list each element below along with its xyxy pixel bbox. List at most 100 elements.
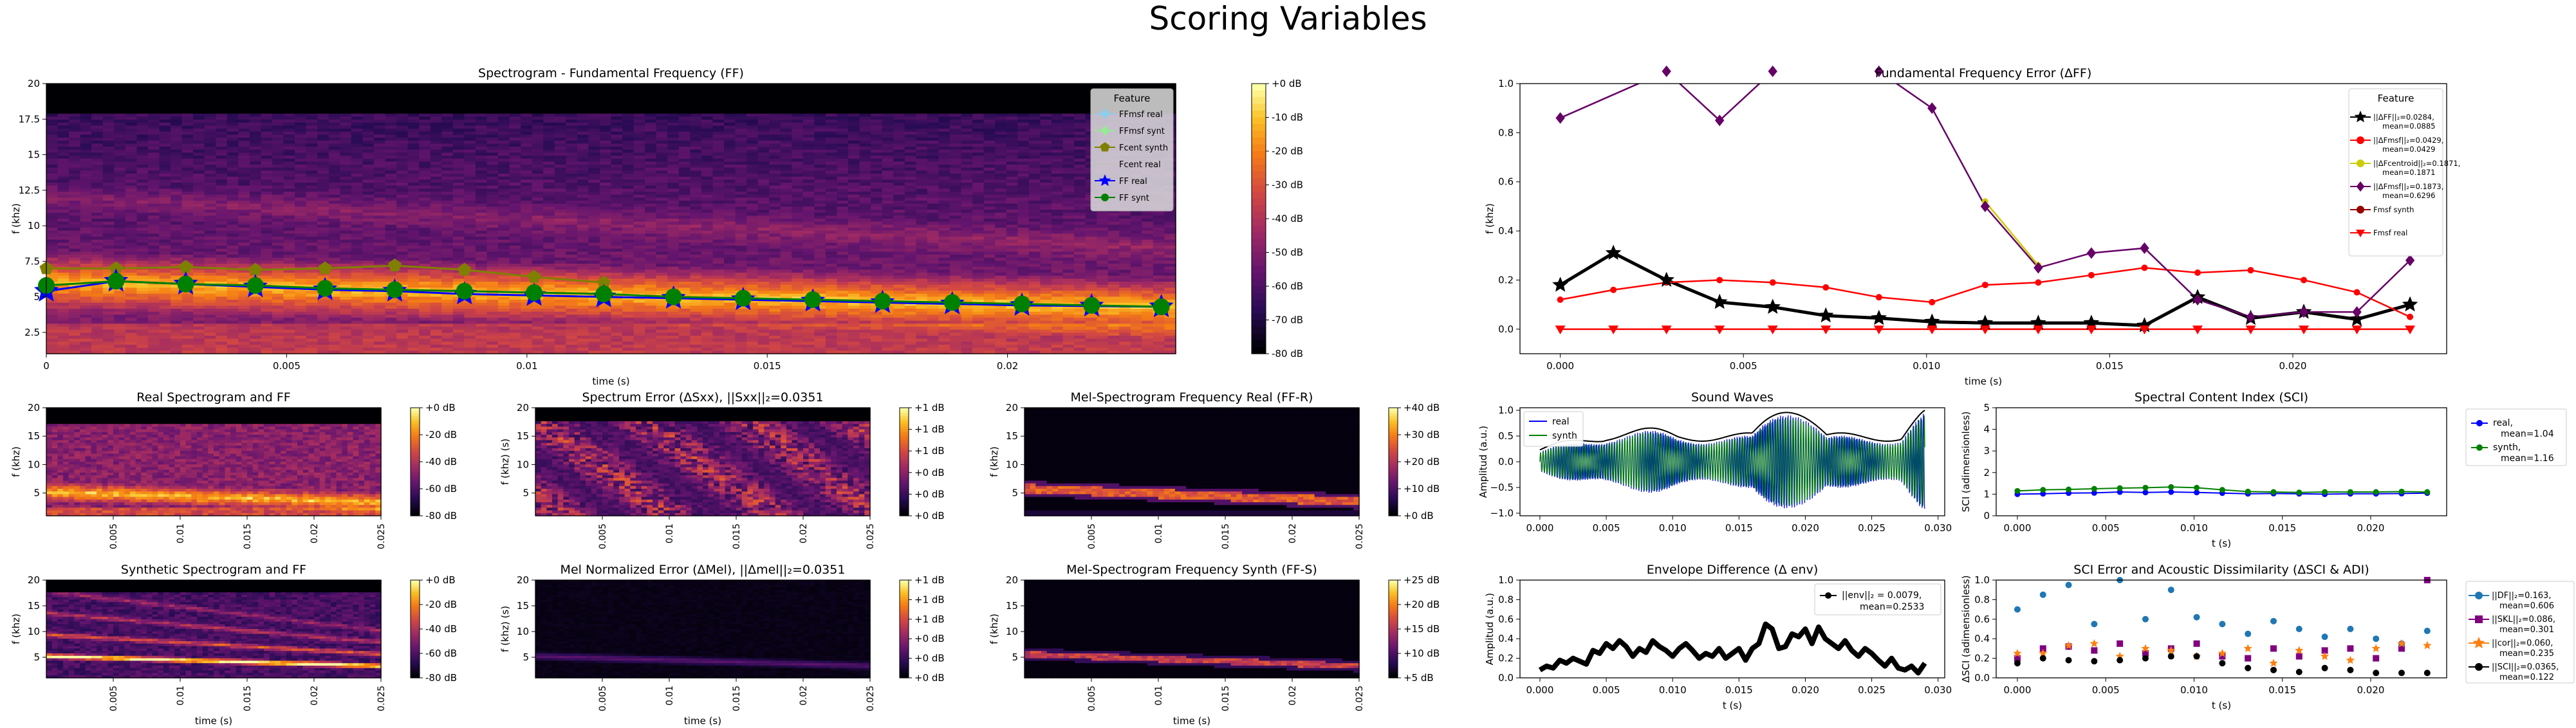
spec_main-cell <box>261 300 273 304</box>
spec_main-cell <box>599 129 612 132</box>
spec_main-cell <box>430 149 442 154</box>
spec_main-cell <box>91 86 104 91</box>
spec_main-cell <box>430 255 442 259</box>
spec_main-cell <box>656 327 668 331</box>
spec_main-cell <box>452 269 465 273</box>
spec_main-cell <box>91 338 104 343</box>
spec_main-cell <box>193 188 205 192</box>
spec_main-cell <box>441 111 454 114</box>
spec_main-cell <box>249 192 262 196</box>
spec_main-cell <box>554 188 566 192</box>
spec_main-cell <box>295 167 307 172</box>
spec_main-cell <box>272 174 284 177</box>
spec_main-cell <box>317 185 329 190</box>
spec_main-cell <box>543 152 555 156</box>
spec_main-cell <box>373 296 386 300</box>
spec_main-cell <box>193 152 205 156</box>
spec_main-cell <box>340 93 352 96</box>
spec_main-cell <box>306 284 318 289</box>
spec_main-cell <box>452 167 465 172</box>
spec_main-cell <box>227 224 239 228</box>
spec_main-cell <box>407 147 420 150</box>
spec_main-cell <box>430 246 442 250</box>
spec_main-cell <box>475 152 488 156</box>
spec_main-cell <box>351 318 364 322</box>
spec_main-cell <box>430 176 442 181</box>
spec_main-cell <box>193 113 205 118</box>
spec_main-cell <box>441 278 454 282</box>
spec_main-cell <box>543 336 555 340</box>
spec_main-cell <box>91 93 104 96</box>
spec_main-cell <box>283 192 295 196</box>
spec_main-cell <box>272 237 284 241</box>
spec_main-cell <box>238 102 250 105</box>
spec_main-cell <box>272 293 284 298</box>
spec_main-cell <box>261 194 273 199</box>
spec_main-cell <box>351 203 364 208</box>
spec_main-cell <box>554 296 566 300</box>
spec_main-cell <box>227 300 239 304</box>
spec_main-cell <box>430 185 442 190</box>
spec_main-cell <box>532 228 544 232</box>
spec_main-cell <box>622 122 635 127</box>
spec_main-cell <box>385 338 397 343</box>
spec_main-cell <box>532 239 544 244</box>
spec_main-cell <box>57 179 69 183</box>
spec_main-cell <box>566 221 578 226</box>
spec_main-cell <box>272 224 284 228</box>
spec_main-cell <box>611 158 623 163</box>
spec_main-cell <box>193 233 205 237</box>
spec_main-cell <box>430 347 442 352</box>
spec_main-cell <box>147 147 160 150</box>
spec_main-cell <box>249 338 262 343</box>
spec_main-cell <box>351 192 364 196</box>
spec_main-cell <box>283 246 295 250</box>
spec_main-cell <box>599 350 612 354</box>
spec_main-cell <box>283 158 295 163</box>
spec_main-cell <box>611 98 623 102</box>
spec_main-cell <box>543 107 555 111</box>
spec_main-cell <box>340 273 352 277</box>
spec_main-cell <box>193 239 205 244</box>
spec_main-cell <box>159 194 171 199</box>
spec_main-cell <box>464 224 476 228</box>
spec_main-cell <box>611 233 623 237</box>
spec_main-cell <box>249 215 262 219</box>
spec_main-cell <box>261 293 273 298</box>
spec_main-cell <box>498 122 510 127</box>
spec_main-cell <box>645 152 657 156</box>
spec_main-cell <box>566 174 578 177</box>
spec_main-cell <box>238 237 250 241</box>
spec_main-cell <box>498 176 510 181</box>
spec_main-cell <box>57 89 69 93</box>
spec_main-cell <box>340 257 352 262</box>
spec_main-cell <box>554 248 566 253</box>
spec_main-cell <box>171 185 183 190</box>
spec_main-cell <box>249 188 262 192</box>
spec_main-cell <box>136 318 149 322</box>
spec_main-cell <box>249 165 262 168</box>
spec_main-cell <box>498 210 510 214</box>
spec_main-cell <box>611 219 623 223</box>
spec_main-cell <box>193 300 205 304</box>
spec_main-cell <box>306 291 318 295</box>
spec_main-cell <box>543 311 555 316</box>
spec_main-cell <box>136 120 149 123</box>
spec_main-cell <box>340 224 352 228</box>
spec_main-cell <box>91 210 104 214</box>
spec_main-cell <box>498 314 510 318</box>
spec_main-cell <box>566 149 578 154</box>
spec_main-cell <box>577 93 589 96</box>
spec_main-cell <box>656 212 668 217</box>
spec_main-cell <box>656 125 668 129</box>
spec_main-cell <box>114 219 126 223</box>
spec_main-cell <box>159 215 171 219</box>
spec_main-cell <box>171 251 183 255</box>
spec_main-cell <box>91 314 104 318</box>
spec_main-cell <box>566 210 578 214</box>
spec_main-cell <box>452 332 465 336</box>
spec_main-cell <box>102 93 115 96</box>
spec_main-cell <box>238 219 250 223</box>
spec_main-cell <box>385 95 397 100</box>
spec_main-cell <box>340 275 352 280</box>
